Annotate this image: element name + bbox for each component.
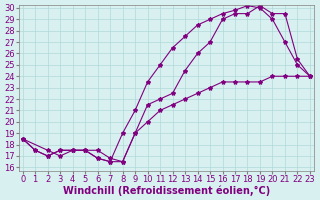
X-axis label: Windchill (Refroidissement éolien,°C): Windchill (Refroidissement éolien,°C): [63, 185, 270, 196]
